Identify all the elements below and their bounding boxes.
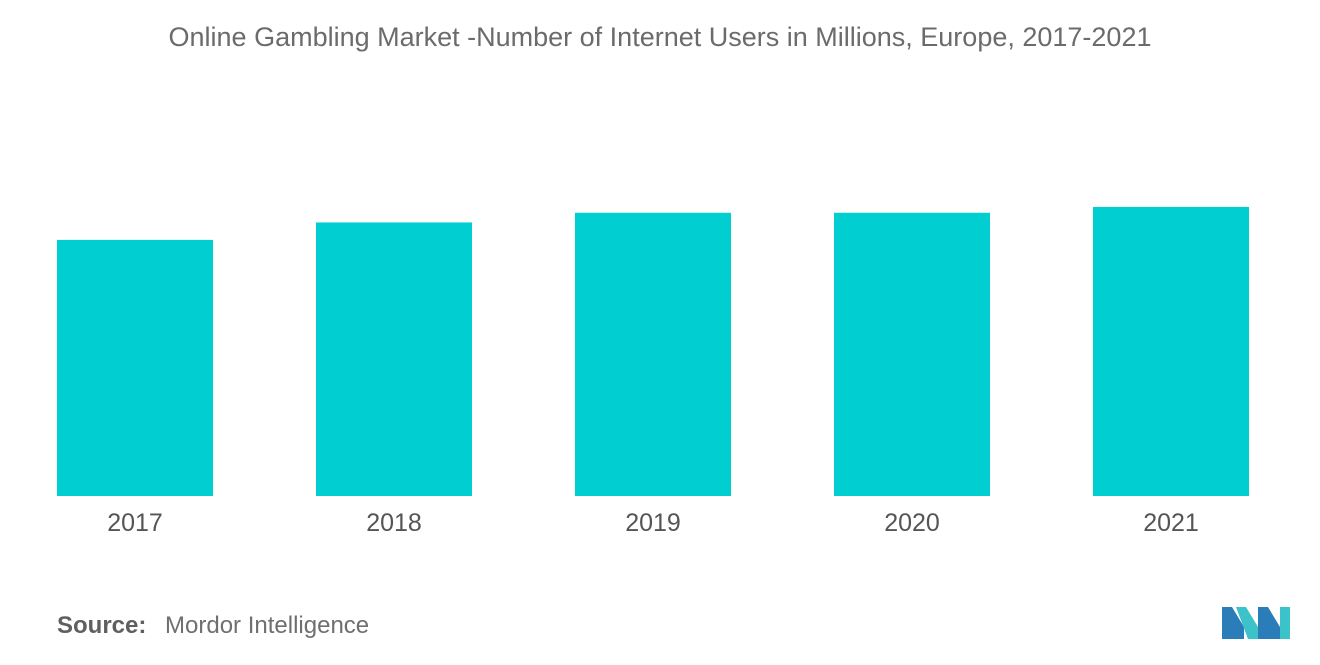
bar-2019 [575,212,731,496]
bar-2021 [1093,206,1249,496]
bar-2018 [316,222,472,496]
mordor-intelligence-logo-icon [1222,607,1290,639]
source-line: Source: Mordor Intelligence [57,612,369,640]
source-text: Mordor Intelligence [165,612,370,639]
x-tick-label: 2021 [1143,509,1199,537]
bar-chart: 2017 2018 2019 2020 2021 [57,206,1249,537]
bar-2020 [834,212,990,496]
chart-title: Online Gambling Market -Number of Intern… [168,22,1152,52]
x-tick-label: 2017 [107,509,163,537]
bar-2017 [57,239,213,497]
x-tick-label: 2018 [366,509,422,537]
x-tick-label: 2020 [884,509,940,537]
source-label: Source: [57,612,147,639]
x-tick-label: 2019 [625,509,681,537]
